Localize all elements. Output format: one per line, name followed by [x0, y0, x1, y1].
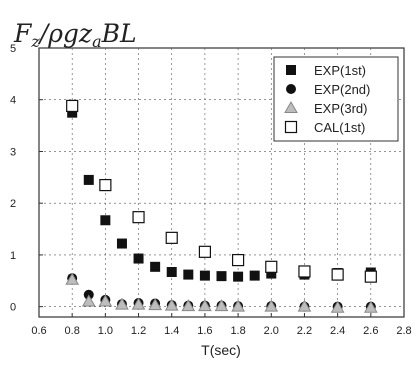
- y-tick-label: 2: [10, 198, 16, 210]
- point-exp-1st: [166, 266, 177, 277]
- plot-frame: [38, 47, 405, 318]
- x-tick-label: 2.0: [264, 325, 279, 337]
- point-cal-1st: [298, 265, 311, 278]
- point-exp-1st: [199, 270, 210, 281]
- point-cal-1st: [165, 231, 178, 244]
- point-exp-1st: [116, 238, 127, 249]
- point-exp-1st: [233, 271, 244, 282]
- axis-ticks: 0.6 0.8 1.0 1.2 1.4 1.6 1.8 2.0 2.2 2.4 2.6 2.8 0 1 2 3…: [10, 43, 412, 337]
- point-cal-1st: [99, 178, 112, 192]
- y-tick-label: 0: [10, 302, 16, 314]
- point-exp-3rd: [98, 294, 113, 307]
- x-tick-label: 2.2: [297, 325, 312, 337]
- point-cal-1st: [231, 253, 245, 267]
- point-exp-1st: [67, 107, 78, 118]
- point-cal-1st: [364, 270, 377, 283]
- x-tick-label: 2.8: [396, 325, 411, 337]
- chart-title: Fz​/ρgza​BL: [13, 19, 137, 51]
- x-tick-label: 1.8: [230, 325, 245, 337]
- y-tick-label: 5: [10, 43, 16, 55]
- point-exp-3rd: [164, 298, 179, 311]
- point-cal-1st: [198, 245, 212, 258]
- legend-label: EXP(1st): [314, 63, 366, 78]
- point-exp-1st: [183, 269, 194, 280]
- point-exp-3rd: [148, 298, 162, 311]
- point-exp-1st: [100, 215, 111, 226]
- x-axis-label: T(sec): [201, 342, 241, 358]
- point-exp-1st: [83, 174, 94, 185]
- legend-swatch: [284, 120, 298, 134]
- legend-label: EXP(3rd): [314, 101, 367, 116]
- point-exp-3rd: [297, 299, 312, 312]
- point-exp-1st: [133, 253, 144, 264]
- point-exp-3rd: [115, 297, 129, 310]
- point-exp-3rd: [65, 272, 80, 285]
- legend-swatch: [286, 65, 296, 75]
- gridlines: [39, 48, 404, 317]
- legend-swatch: [286, 84, 296, 94]
- x-tick-label: 0.6: [31, 325, 46, 337]
- legend-label: EXP(2nd): [314, 82, 370, 97]
- point-cal-1st: [265, 260, 278, 273]
- point-exp-1st: [266, 268, 277, 279]
- y-tick-label: 4: [10, 95, 16, 107]
- x-tick-label: 1.2: [131, 325, 146, 337]
- legend-label: CAL(1st): [314, 120, 365, 135]
- legend-swatch: [284, 100, 298, 113]
- x-tick-label: 1.4: [164, 325, 179, 337]
- point-cal-1st: [132, 211, 145, 224]
- x-tick-label: 2.4: [330, 325, 345, 337]
- point-exp-3rd: [330, 300, 345, 313]
- point-exp-3rd: [198, 299, 212, 312]
- point-exp-3rd: [264, 299, 279, 312]
- point-exp-3rd: [131, 297, 146, 310]
- point-cal-1st: [331, 268, 344, 281]
- point-exp-1st: [150, 261, 161, 272]
- data-marks: [65, 99, 378, 313]
- point-exp-3rd: [81, 294, 96, 307]
- point-exp-1st: [216, 271, 227, 282]
- legend: EXP(1st) EXP(2nd) EXP(3rd) CAL(1st): [273, 56, 399, 142]
- point-exp-3rd: [181, 299, 196, 312]
- y-tick-label: 3: [10, 146, 16, 158]
- point-exp-3rd: [363, 300, 378, 313]
- point-exp-3rd: [214, 299, 229, 312]
- x-tick-label: 2.6: [363, 325, 378, 337]
- point-exp-1st: [249, 270, 260, 281]
- x-tick-label: 1.0: [98, 325, 113, 337]
- point-exp-3rd: [231, 299, 245, 312]
- x-tick-label: 1.6: [197, 325, 212, 337]
- x-tick-label: 0.8: [65, 325, 80, 337]
- point-cal-1st: [66, 99, 79, 113]
- y-tick-label: 1: [10, 250, 16, 262]
